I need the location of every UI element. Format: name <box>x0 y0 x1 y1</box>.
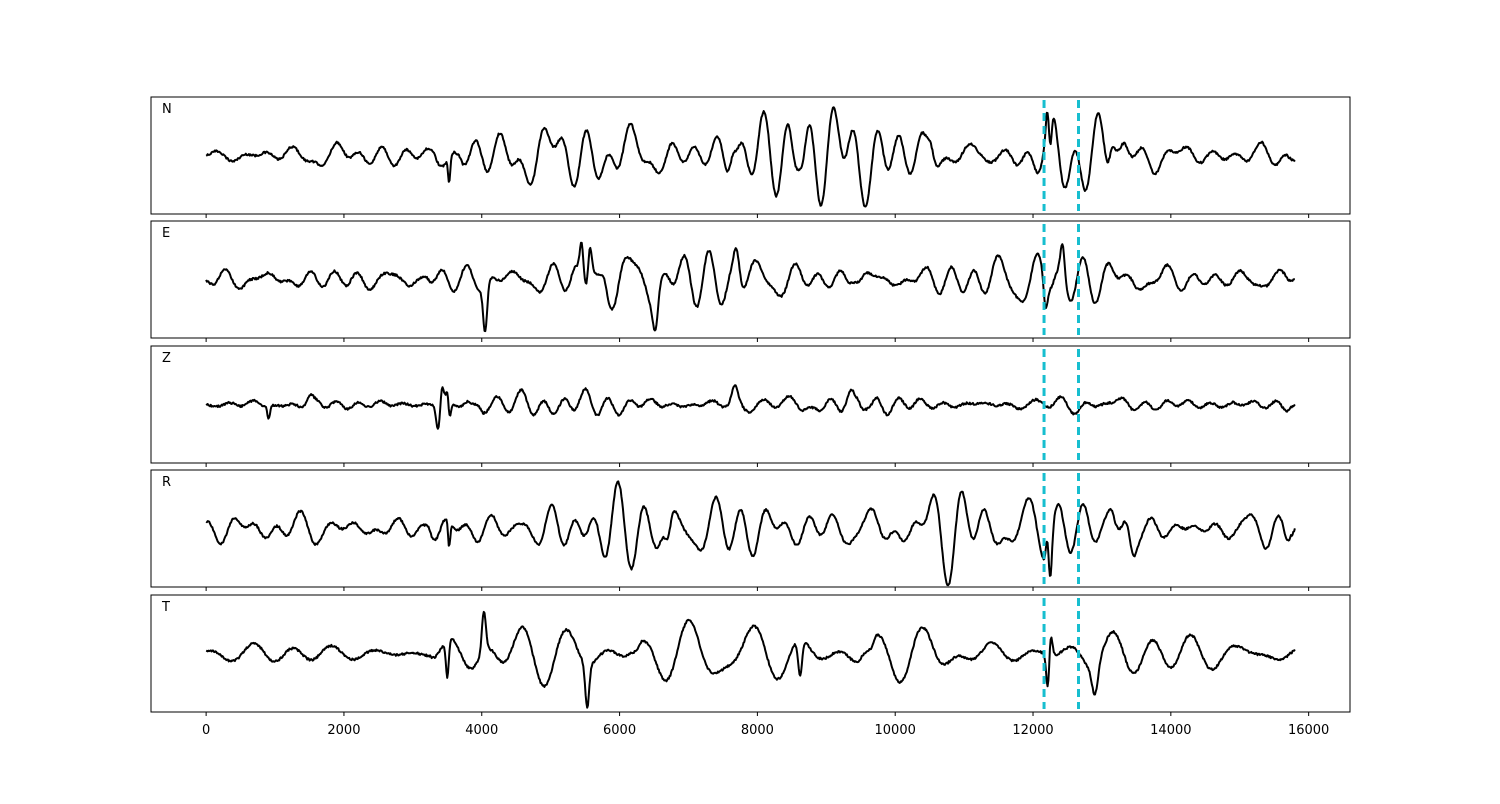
x-tick-label: 4000 <box>465 723 498 738</box>
panel-label: R <box>162 475 171 490</box>
panel-n: N <box>150 96 1351 218</box>
panel-label: N <box>162 102 172 117</box>
x-tick-label: 10000 <box>875 723 916 738</box>
panel-frame <box>150 594 1351 713</box>
x-tick-label: 2000 <box>327 723 360 738</box>
x-tick-label: 12000 <box>1012 723 1053 738</box>
panel-frame <box>150 469 1351 588</box>
trace-line-r <box>205 480 1296 587</box>
panel-frame <box>150 345 1351 464</box>
trace-line-e <box>205 241 1296 333</box>
panel-r: R <box>150 469 1351 591</box>
x-tick-label: 16000 <box>1288 723 1329 738</box>
trace-line-t <box>205 610 1296 709</box>
panel-frame <box>150 220 1351 339</box>
panel-e: E <box>150 220 1351 342</box>
panel-frame <box>150 96 1351 215</box>
panel-t: T <box>150 594 1351 716</box>
panel-label: Z <box>162 351 171 366</box>
x-tick-label: 6000 <box>603 723 636 738</box>
x-tick-label: 0 <box>202 723 210 738</box>
x-tick-label: 8000 <box>741 723 774 738</box>
panel-label: E <box>162 226 170 241</box>
panel-z: Z <box>150 345 1351 467</box>
panel-label: T <box>161 600 170 615</box>
x-tick-label: 14000 <box>1150 723 1191 738</box>
trace-line-z <box>205 384 1296 430</box>
trace-line-n <box>205 106 1296 208</box>
